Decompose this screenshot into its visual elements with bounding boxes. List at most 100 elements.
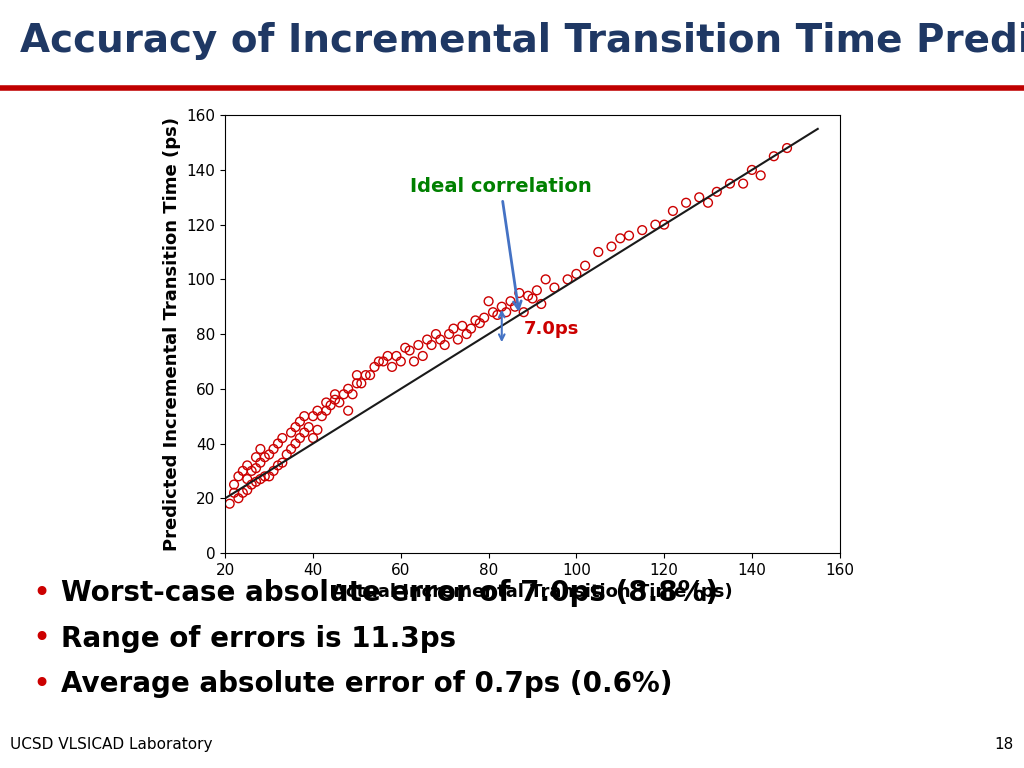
Point xyxy=(221,498,238,510)
Point xyxy=(274,432,291,444)
Point xyxy=(327,394,343,406)
Point xyxy=(467,314,483,326)
Point xyxy=(349,369,366,381)
Point xyxy=(441,328,458,340)
Point xyxy=(678,197,694,209)
Text: Range of errors is 11.3ps: Range of errors is 11.3ps xyxy=(61,625,457,653)
Point xyxy=(340,405,356,417)
Point xyxy=(357,369,374,381)
Point xyxy=(288,421,304,433)
Point xyxy=(230,470,247,482)
Point xyxy=(380,350,396,362)
Point xyxy=(296,410,312,422)
Point xyxy=(248,451,264,463)
Point xyxy=(371,356,387,368)
Point xyxy=(634,224,650,237)
Point xyxy=(265,443,282,455)
Point xyxy=(419,333,435,346)
Point xyxy=(528,284,545,296)
Point xyxy=(226,478,243,491)
Point xyxy=(305,432,322,444)
Point xyxy=(743,164,760,176)
Point xyxy=(484,306,501,319)
Point xyxy=(546,281,562,293)
Point xyxy=(459,328,475,340)
Point xyxy=(318,396,335,409)
Text: Worst-case absolute error of 7.0ps (8.8%): Worst-case absolute error of 7.0ps (8.8%… xyxy=(61,579,719,607)
Point xyxy=(269,459,286,472)
Point xyxy=(507,300,523,313)
Point xyxy=(577,260,593,272)
Point xyxy=(480,295,497,307)
Point xyxy=(603,240,620,253)
X-axis label: Actual Incremental Transition Time (ps): Actual Incremental Transition Time (ps) xyxy=(332,583,733,601)
Point xyxy=(327,388,343,400)
Point xyxy=(722,177,738,190)
Point xyxy=(292,432,308,444)
Point xyxy=(779,142,796,154)
Point xyxy=(454,319,470,332)
Text: UCSD VLSICAD Laboratory: UCSD VLSICAD Laboratory xyxy=(10,737,213,753)
Point xyxy=(665,205,681,217)
Point xyxy=(432,333,449,346)
Point xyxy=(590,246,606,258)
Point xyxy=(384,361,400,373)
Point xyxy=(520,290,537,302)
Point xyxy=(252,473,268,485)
Point xyxy=(691,191,708,204)
Point xyxy=(261,449,278,461)
Point xyxy=(392,356,409,368)
Point xyxy=(612,232,629,244)
Point xyxy=(423,339,439,351)
Point xyxy=(257,451,273,463)
Point xyxy=(323,399,339,412)
Point xyxy=(239,484,255,496)
Point xyxy=(568,268,585,280)
Point xyxy=(489,309,506,321)
Point xyxy=(388,350,404,362)
Point xyxy=(340,382,356,395)
Point xyxy=(498,306,514,319)
Point xyxy=(309,424,326,436)
Point xyxy=(226,487,243,499)
Point xyxy=(336,388,352,400)
Point xyxy=(239,459,255,472)
Point xyxy=(375,356,391,368)
Point xyxy=(283,426,299,439)
Point xyxy=(234,465,251,477)
Point xyxy=(244,478,260,491)
Point xyxy=(494,300,510,313)
Point xyxy=(621,230,637,242)
Point xyxy=(361,369,378,381)
Point xyxy=(279,449,295,461)
Text: •: • xyxy=(32,579,50,607)
Point xyxy=(445,323,462,335)
Point xyxy=(248,462,264,475)
Point xyxy=(503,295,519,307)
Point xyxy=(288,438,304,450)
Text: •: • xyxy=(32,624,50,654)
Point xyxy=(735,177,752,190)
Point xyxy=(257,470,273,482)
Point xyxy=(244,465,260,477)
Text: Average absolute error of 0.7ps (0.6%): Average absolute error of 0.7ps (0.6%) xyxy=(61,670,673,698)
Point xyxy=(463,323,479,335)
Point xyxy=(401,344,418,356)
Point xyxy=(656,218,673,230)
Point xyxy=(367,361,383,373)
Point xyxy=(309,405,326,417)
Point xyxy=(472,317,488,329)
Point xyxy=(515,306,531,319)
Point xyxy=(269,438,286,450)
Point xyxy=(300,421,316,433)
Text: •: • xyxy=(32,670,50,699)
Point xyxy=(234,487,251,499)
Point xyxy=(411,339,427,351)
Point xyxy=(353,377,370,389)
Point xyxy=(538,273,554,286)
Text: 18: 18 xyxy=(994,737,1014,753)
Point xyxy=(450,333,466,346)
Text: Accuracy of Incremental Transition Time Prediction: Accuracy of Incremental Transition Time … xyxy=(20,22,1024,61)
Point xyxy=(265,465,282,477)
Point xyxy=(313,410,330,422)
